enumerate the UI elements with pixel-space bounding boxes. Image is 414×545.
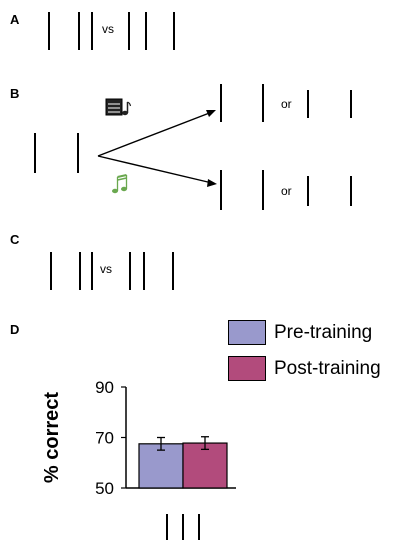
legend-label-post: Post-training [274,357,381,379]
stimulus-line [143,252,145,290]
legend-label-pre: Pre-training [274,321,373,343]
legend-item-pre: Pre-training [228,320,372,345]
legend-swatch-pre [228,320,266,345]
stimulus-line [128,12,130,50]
legend-item-post: Post-training [228,356,381,381]
stimulus-line [350,176,352,206]
stimulus-line [77,133,79,173]
music-score-icon [105,98,132,116]
stimulus-line [172,252,174,290]
stimulus-line [307,90,309,118]
stimulus-line [129,252,131,290]
legend-swatch-post [228,356,266,381]
stimulus-line [262,84,264,122]
panel-a-label: A [10,12,20,27]
stimulus-line [48,12,50,50]
y-axis-label: % correct [41,392,63,483]
stimulus-line [173,12,175,50]
panel-d-label: D [10,322,20,337]
stimulus-line [91,252,93,290]
stimulus-line [79,252,81,290]
stimulus-line [78,12,80,50]
stimulus-line [262,170,264,210]
vs-text-c: vs [100,262,112,276]
panel-c-label: C [10,232,20,247]
arrow-lower [97,155,217,187]
stimulus-line [220,170,222,210]
stimulus-line [307,176,309,206]
y-tick-label: 50 [95,479,114,498]
stimulus-line [91,12,93,50]
y-tick-label: 90 [95,378,114,397]
stimulus-line [145,12,147,50]
or-text-upper: or [281,97,292,111]
stimulus-line [220,84,222,122]
stimulus-line [34,133,36,173]
arrow-upper [97,110,216,157]
vs-text-a: vs [102,22,114,36]
bar-post [182,442,228,489]
panel-b-label: B [10,86,20,101]
bar-pre [138,443,184,489]
stimulus-line [50,252,52,290]
y-tick-label: 70 [95,429,114,448]
music-notes-icon [112,174,128,194]
or-text-lower: or [281,184,292,198]
stimulus-line [350,90,352,118]
